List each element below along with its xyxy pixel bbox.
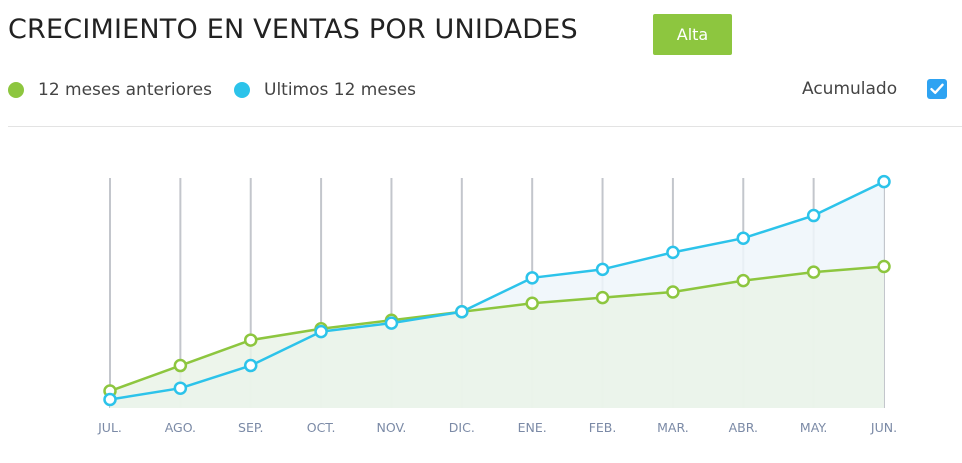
chart-title: CRECIMIENTO EN VENTAS POR UNIDADES bbox=[8, 14, 578, 45]
data-point[interactable] bbox=[806, 265, 821, 279]
x-tick-label: FEB. bbox=[589, 420, 617, 435]
accumulated-label: Acumulado bbox=[802, 79, 898, 99]
legend-item-previous[interactable]: 12 meses anteriores bbox=[8, 80, 212, 100]
x-tick-label: MAR. bbox=[657, 420, 689, 435]
series-line bbox=[109, 265, 885, 393]
x-tick-label: DIC. bbox=[449, 420, 475, 435]
legend-label-previous: 12 meses anteriores bbox=[38, 80, 212, 100]
data-point[interactable] bbox=[877, 259, 891, 274]
data-point[interactable] bbox=[173, 358, 188, 373]
x-tick-label: NOV. bbox=[377, 420, 407, 435]
data-point[interactable] bbox=[455, 305, 469, 319]
data-point[interactable] bbox=[243, 358, 258, 373]
data-point[interactable] bbox=[314, 324, 328, 339]
data-point[interactable] bbox=[666, 245, 680, 260]
x-tick-label: JUL. bbox=[97, 420, 122, 435]
x-tick-label: AGO. bbox=[165, 420, 196, 435]
data-point[interactable] bbox=[525, 271, 539, 285]
x-tick-label: ENE. bbox=[518, 420, 547, 435]
header-divider bbox=[8, 126, 962, 127]
checkmark-icon bbox=[930, 83, 944, 94]
data-point[interactable] bbox=[525, 296, 539, 311]
legend-item-last[interactable]: Ultimos 12 meses bbox=[234, 80, 416, 100]
x-tick-label: ABR. bbox=[729, 420, 758, 435]
data-point[interactable] bbox=[595, 290, 610, 305]
data-point[interactable] bbox=[595, 262, 610, 277]
legend-dot-blue bbox=[234, 82, 250, 98]
data-point[interactable] bbox=[736, 231, 751, 245]
x-tick-label: MAY. bbox=[800, 420, 827, 435]
x-tick-label: OCT. bbox=[307, 420, 336, 435]
series-area bbox=[110, 266, 884, 408]
series-line bbox=[109, 180, 885, 401]
legend: 12 meses anteriores Ultimos 12 meses bbox=[8, 80, 438, 100]
data-point[interactable] bbox=[666, 285, 680, 299]
accumulated-checkbox[interactable] bbox=[927, 79, 947, 99]
data-point[interactable] bbox=[103, 392, 117, 407]
legend-dot-green bbox=[8, 82, 24, 98]
x-tick-label: SEP. bbox=[238, 420, 263, 435]
alta-button[interactable]: Alta bbox=[653, 14, 732, 55]
data-point[interactable] bbox=[173, 381, 188, 395]
data-point[interactable] bbox=[877, 174, 891, 189]
data-point[interactable] bbox=[243, 333, 258, 347]
data-point[interactable] bbox=[736, 273, 751, 288]
legend-label-last: Ultimos 12 meses bbox=[264, 80, 417, 100]
x-tick-label: JUN. bbox=[870, 420, 897, 435]
data-point[interactable] bbox=[806, 208, 821, 223]
data-point[interactable] bbox=[384, 316, 399, 330]
